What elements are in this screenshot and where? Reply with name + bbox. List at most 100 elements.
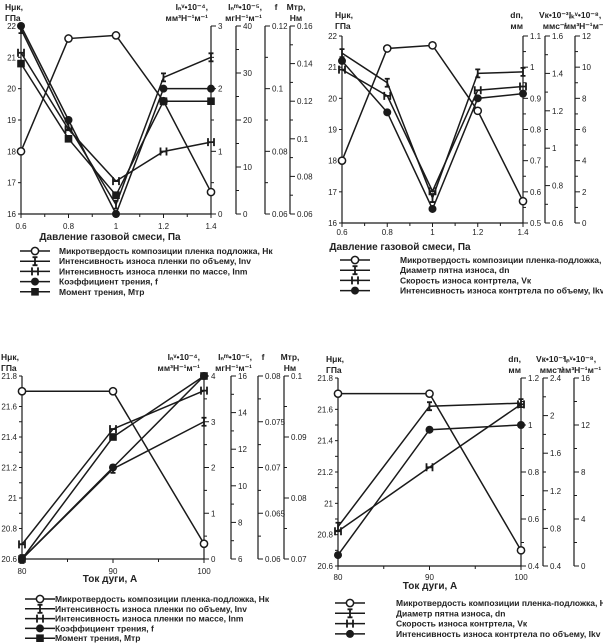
data-point-Hk — [108, 386, 118, 396]
x-tick-label: 100 — [514, 573, 528, 582]
tick-label: 22 — [7, 22, 16, 31]
legend-label: Интенсивность износа контртела по объему… — [400, 286, 603, 296]
series-Inm — [18, 386, 208, 549]
tick-label: 8 — [238, 518, 243, 527]
data-point-Vk — [338, 65, 346, 74]
series-f — [17, 22, 215, 218]
axis-f: 0.06 0.08 0.1 0.12 f — [264, 2, 288, 219]
tick-label: 0.12 — [272, 22, 288, 31]
data-point-f — [207, 84, 215, 93]
tick-label: 1.1 — [530, 32, 542, 41]
data-point-dn — [430, 193, 435, 203]
axis-title: Iₙᵐ•10⁻⁵, — [218, 352, 252, 362]
tick-label: 1.2 — [552, 107, 564, 116]
legend-marker-filled-square — [36, 634, 44, 642]
x-axis-label: Ток дуги, А — [403, 581, 458, 592]
legend-item: Момент трения, Mтр — [25, 633, 140, 643]
axis-Hk: 16 17 18 19 20 21 22 Hμк,ГПа — [328, 10, 353, 228]
axis-Vk: 0.4 0.8 1.2 1.6 2 2.4 Vк•10⁻³,ммс⁻¹ — [536, 354, 568, 571]
tick-label: 0.4 — [550, 562, 562, 571]
data-point-dn — [475, 68, 481, 79]
series-line-dn — [337, 402, 522, 528]
tick-label: 1.6 — [550, 449, 562, 458]
tick-label: 0.08 — [297, 172, 313, 181]
data-point-Hk — [64, 34, 73, 43]
axis-Hk: 16 17 18 19 20 21 22 Hμк,ГПа — [5, 2, 23, 219]
tick-label: 21.6 — [1, 403, 17, 412]
tick-label: 2 — [218, 85, 223, 94]
legend-item: Скорость износа контртела, Vк — [335, 619, 528, 629]
data-point-Ikv — [517, 421, 525, 429]
legend-marker-open-circle — [35, 594, 45, 604]
tick-label: 21 — [7, 53, 16, 62]
tick-label: 20.6 — [1, 555, 17, 564]
data-point-Hk — [516, 545, 526, 555]
tick-label: 3 — [211, 418, 216, 427]
data-point-Hk — [333, 389, 343, 399]
tick-label: 16 — [328, 219, 337, 228]
tick-label: 0.8 — [552, 182, 564, 191]
tick-label: 0.8 — [528, 468, 540, 477]
series-line-dn — [341, 52, 524, 201]
axis-title: Hμк, — [1, 352, 19, 362]
chart-1: 16 17 18 19 20 21 22 Hμк,ГПа 0 1 2 3 Iₙᵛ•10⁻⁴,мм³Н⁻¹… — [5, 2, 313, 297]
tick-label: 8 — [582, 94, 587, 103]
tick-label: 1 — [218, 147, 223, 156]
tick-label: 21.6 — [317, 405, 333, 414]
legend-label: Диаметр пятна износа, dn — [396, 608, 505, 618]
tick-label: 21 — [8, 494, 17, 503]
tick-label: 0 — [211, 555, 216, 564]
tick-label: 20.8 — [317, 531, 333, 540]
series-line-f — [20, 25, 211, 216]
tick-label: 1.2 — [550, 487, 562, 496]
tick-label: 0.6 — [528, 515, 540, 524]
legend-item: Микротвердость композиции пленка-подложк… — [340, 255, 603, 265]
data-point-Inm — [207, 138, 215, 147]
axis-title: Iₙᵛ•10⁻⁸, — [564, 354, 596, 364]
tick-label: 20 — [243, 116, 252, 125]
legend-label: Интенсивность износа пленки по объему, I… — [55, 604, 247, 614]
data-point-Inm — [109, 425, 117, 434]
tick-label: 0.07 — [291, 555, 307, 564]
tick-label: 2 — [211, 464, 216, 473]
data-point-Mtr — [64, 135, 73, 143]
data-point-Vk — [473, 86, 482, 95]
tick-label: 0.09 — [291, 433, 307, 442]
axis-unit: ГПа — [5, 13, 21, 23]
data-point-Hk — [17, 386, 27, 396]
tick-label: 18 — [7, 147, 16, 156]
tick-label: 20.6 — [317, 562, 333, 571]
x-tick-label: 1.2 — [158, 222, 170, 231]
data-point-Mtr — [109, 433, 117, 441]
legend-marker-filled-circle — [351, 286, 359, 295]
legend-item: Коэффициент трения, f — [25, 623, 154, 633]
data-point-Inm — [17, 48, 25, 57]
data-point-Inm — [18, 540, 26, 549]
axis-unit: мм — [510, 21, 523, 31]
legend-label: Скорость износа контртела, Vк — [396, 619, 528, 629]
axis-title: f — [275, 2, 278, 12]
tick-label: 16 — [238, 372, 247, 381]
legend-item: Микротвердость композиции пленка-подложк… — [335, 598, 603, 608]
data-point-Hk — [518, 196, 528, 206]
data-point-Vk — [334, 527, 342, 536]
tick-label: 17 — [7, 179, 16, 188]
data-point-Hk — [382, 44, 392, 53]
tick-label: 0.1 — [272, 85, 284, 94]
series-Vk — [334, 400, 525, 536]
data-point-Hk — [473, 106, 483, 116]
legend-label: Микротвердость композиции пленка-подложк… — [396, 598, 603, 608]
tick-label: 0.6 — [530, 188, 542, 197]
axis-title: dп, — [508, 354, 521, 364]
data-point-Ikv — [425, 425, 434, 434]
legend-label: Интенсивность износа пленки по объему, I… — [59, 256, 251, 266]
legend: Микротвердость композиции пленка-подложк… — [335, 598, 603, 639]
axis-unit: мгН⁻¹м⁻¹ — [215, 363, 252, 373]
legend: Микротвердость композиции пленка-подложк… — [25, 594, 270, 643]
tick-label: 0.075 — [265, 418, 286, 427]
data-point-Mtr — [159, 97, 168, 105]
x-axis: 80 90 100 Ток дуги, А — [18, 558, 211, 585]
tick-label: 0.07 — [265, 464, 281, 473]
data-point-Ikv — [334, 551, 342, 560]
series-Ikv — [334, 421, 525, 560]
